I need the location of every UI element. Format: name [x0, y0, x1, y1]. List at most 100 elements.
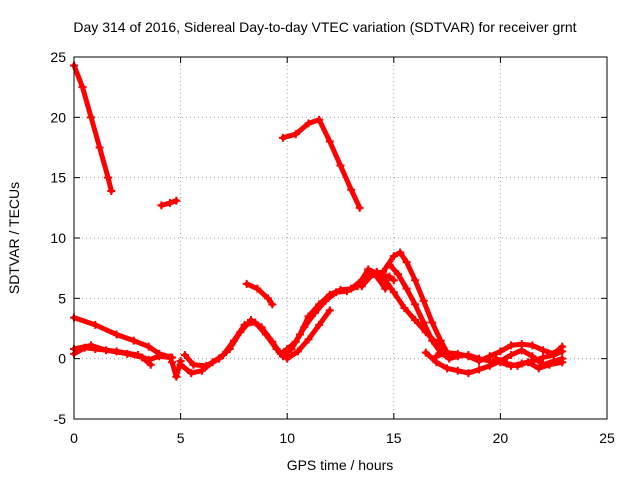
- series-trace: [244, 281, 275, 307]
- data-point: [513, 361, 522, 370]
- data-point: [253, 284, 262, 293]
- y-axis-label: SDTVAR / TECUs: [6, 182, 22, 294]
- series-trace: [374, 269, 448, 354]
- data-point: [428, 336, 437, 345]
- data-point: [321, 296, 330, 305]
- data-point: [436, 336, 445, 345]
- data-point: [123, 349, 132, 358]
- data-point: [236, 328, 245, 337]
- data-point: [464, 352, 473, 361]
- data-point: [411, 300, 420, 309]
- y-tick-label: -5: [54, 411, 67, 427]
- data-point: [402, 258, 411, 267]
- data-point: [304, 119, 313, 128]
- data-point: [357, 282, 366, 291]
- data-point: [385, 260, 394, 269]
- y-tick-label: 25: [50, 49, 66, 65]
- plot-frame: [73, 56, 608, 420]
- data-point: [176, 360, 185, 369]
- data-point: [502, 359, 511, 368]
- data-point: [325, 306, 334, 315]
- data-point: [517, 340, 526, 349]
- data-point: [411, 276, 420, 285]
- data-point: [453, 349, 462, 358]
- data-point: [197, 366, 206, 375]
- data-point: [528, 341, 537, 350]
- data-point: [411, 316, 420, 325]
- data-point: [202, 361, 211, 370]
- data-point: [421, 348, 430, 357]
- data-point: [257, 323, 266, 332]
- data-point: [381, 284, 390, 293]
- data-point: [475, 365, 484, 374]
- data-point: [225, 345, 234, 354]
- data-point: [87, 113, 96, 122]
- data-point: [172, 372, 181, 381]
- data-point: [372, 267, 381, 276]
- data-point: [129, 336, 138, 345]
- x-tick-label: 15: [386, 430, 402, 446]
- data-point: [332, 288, 341, 297]
- data-point: [539, 346, 548, 355]
- data-point: [558, 358, 567, 367]
- data-point: [419, 318, 428, 327]
- data-point: [310, 308, 319, 317]
- data-point: [165, 353, 174, 362]
- data-point: [402, 284, 411, 293]
- series-trace: [71, 62, 114, 194]
- data-point: [165, 199, 174, 208]
- data-point: [528, 352, 537, 361]
- x-tick-labels: 0 5 10 15 20 25: [70, 430, 615, 446]
- data-point: [278, 133, 287, 142]
- y-tick-label: 15: [50, 170, 66, 186]
- x-axis-label: GPS time / hours: [287, 457, 394, 473]
- data-point: [507, 341, 516, 350]
- data-point: [443, 364, 452, 373]
- data-point: [146, 360, 155, 369]
- data-point: [524, 358, 533, 367]
- data-point: [389, 276, 398, 285]
- data-point: [534, 364, 543, 373]
- data-point: [400, 303, 409, 312]
- series-trace: [280, 117, 363, 211]
- data-point: [300, 323, 309, 332]
- data-point: [325, 137, 334, 146]
- data-point: [496, 347, 505, 356]
- data-point: [389, 252, 398, 261]
- data-point: [507, 351, 516, 360]
- data-point: [539, 353, 548, 362]
- data-point: [464, 369, 473, 378]
- x-tick-label: 5: [177, 430, 185, 446]
- chart-title: Day 314 of 2016, Sidereal Day-to-day VTE…: [73, 19, 576, 35]
- data-point: [268, 337, 277, 346]
- data-point: [443, 348, 452, 357]
- data-point: [485, 352, 494, 361]
- data-point: [453, 366, 462, 375]
- data-point: [364, 265, 373, 274]
- data-point: [549, 349, 558, 358]
- data-point: [432, 352, 441, 361]
- y-tick-label: 20: [50, 109, 66, 125]
- data-point: [315, 115, 324, 124]
- data-point: [396, 248, 405, 257]
- data-point: [95, 143, 104, 152]
- data-point: [368, 270, 377, 279]
- data-point: [445, 354, 454, 363]
- data-point: [264, 294, 273, 303]
- data-point: [342, 287, 351, 296]
- data-point: [172, 196, 181, 205]
- x-tick-label: 10: [279, 430, 295, 446]
- data-point: [214, 354, 223, 363]
- data-point: [389, 288, 398, 297]
- data-point: [101, 346, 110, 355]
- data-point: [385, 272, 394, 281]
- data-point: [242, 279, 251, 288]
- data-point: [144, 342, 153, 351]
- data-point: [347, 185, 356, 194]
- data-point: [155, 352, 164, 361]
- x-tick-label: 20: [493, 430, 509, 446]
- data-point: [475, 357, 484, 366]
- data-point: [336, 161, 345, 170]
- series-trace: [71, 342, 154, 368]
- grid-lines: [74, 57, 607, 419]
